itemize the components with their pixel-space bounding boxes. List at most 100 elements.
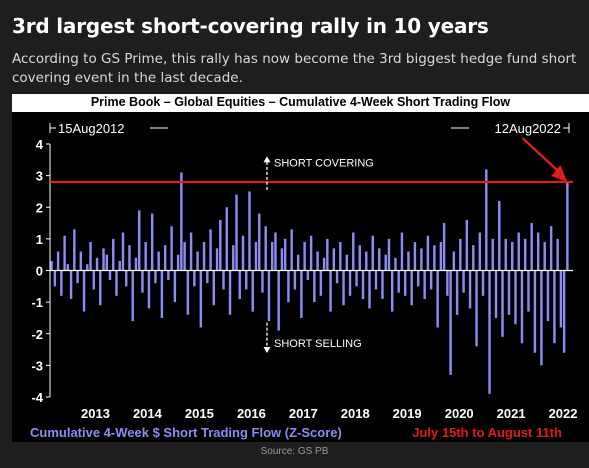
data-bar bbox=[517, 232, 520, 271]
data-bar bbox=[339, 242, 342, 271]
data-bar bbox=[481, 270, 485, 296]
data-bar bbox=[186, 270, 190, 315]
data-bar bbox=[309, 235, 313, 271]
data-bar bbox=[348, 270, 352, 296]
y-tick-label: 4 bbox=[36, 137, 44, 152]
data-bar bbox=[137, 210, 141, 271]
data-bar bbox=[219, 219, 222, 271]
data-bar bbox=[368, 270, 371, 309]
start-date-label: 15Aug2012 bbox=[58, 121, 125, 136]
data-bar bbox=[193, 270, 196, 287]
source-note: Source: GS PB bbox=[260, 446, 329, 457]
data-bar bbox=[283, 238, 287, 271]
y-tick-label: 0 bbox=[36, 264, 43, 279]
data-bar bbox=[546, 270, 550, 322]
data-bar bbox=[381, 270, 384, 299]
data-bar bbox=[144, 242, 147, 271]
data-bar bbox=[371, 235, 374, 271]
data-bar bbox=[300, 270, 303, 318]
data-bar bbox=[530, 223, 533, 271]
data-bar bbox=[403, 270, 407, 296]
data-bar bbox=[420, 248, 423, 271]
data-bar bbox=[199, 270, 203, 328]
data-bar bbox=[264, 226, 267, 271]
data-bar bbox=[433, 245, 436, 271]
data-bar bbox=[69, 270, 73, 299]
data-bar bbox=[150, 213, 154, 271]
data-bar bbox=[514, 270, 517, 325]
data-bar bbox=[520, 270, 524, 344]
data-bar bbox=[527, 270, 530, 312]
data-bar bbox=[79, 251, 83, 271]
data-bar bbox=[358, 245, 361, 271]
chart-plot: 4 3 2 1 0 -1 -2 -3 -4 15Aug2012 12Aug2022 SHORT COV… bbox=[30, 121, 577, 440]
legend-series-label: Cumulative 4-Week $ Short Trading Flow (… bbox=[30, 425, 342, 440]
data-bar bbox=[147, 270, 151, 309]
data-bar bbox=[413, 242, 417, 271]
data-bar bbox=[306, 270, 310, 280]
data-bar bbox=[287, 270, 290, 303]
data-bar bbox=[170, 226, 173, 271]
data-bar bbox=[274, 232, 277, 271]
data-bar bbox=[384, 254, 387, 271]
data-bar bbox=[374, 270, 378, 290]
data-bar bbox=[290, 229, 293, 271]
data-bar bbox=[485, 169, 488, 271]
data-bar bbox=[86, 264, 89, 271]
data-bar bbox=[322, 257, 326, 271]
data-bar bbox=[245, 270, 248, 290]
data-bar bbox=[196, 251, 199, 271]
data-bar bbox=[180, 172, 183, 271]
data-bar bbox=[154, 270, 157, 284]
data-bar bbox=[73, 229, 76, 271]
y-tick-label: 1 bbox=[36, 232, 43, 247]
data-bar bbox=[559, 270, 563, 328]
y-tick-label: -4 bbox=[31, 390, 43, 405]
data-bar bbox=[446, 270, 449, 296]
data-bar bbox=[167, 270, 170, 280]
data-bar bbox=[76, 270, 79, 284]
data-bar bbox=[99, 270, 102, 306]
data-bar bbox=[475, 270, 478, 347]
data-bar bbox=[183, 242, 186, 271]
data-bar bbox=[378, 248, 381, 271]
end-date-label: 12Aug2022 bbox=[494, 121, 561, 136]
data-bar bbox=[536, 232, 540, 271]
x-tick-label: 2014 bbox=[133, 406, 163, 421]
data-bar bbox=[562, 270, 566, 353]
data-bar bbox=[50, 261, 53, 271]
data-bar bbox=[488, 270, 491, 394]
data-bar bbox=[128, 245, 131, 271]
data-bar bbox=[173, 270, 177, 303]
chart-title-bar: Prime Book – Global Equities – Cumulativ… bbox=[12, 94, 589, 112]
data-bar bbox=[209, 229, 212, 271]
data-bar bbox=[225, 207, 228, 271]
chart-figure: Prime Book – Global Equities – Cumulativ… bbox=[12, 94, 589, 442]
data-bar bbox=[303, 242, 306, 271]
data-bar bbox=[112, 238, 115, 271]
data-bar bbox=[455, 270, 459, 315]
y-tick-label: -3 bbox=[31, 358, 43, 373]
data-bar bbox=[361, 270, 365, 299]
data-bar bbox=[235, 194, 238, 271]
data-bar bbox=[391, 270, 394, 312]
data-bar bbox=[423, 270, 426, 299]
data-bar bbox=[549, 226, 553, 271]
y-tick-label: 2 bbox=[36, 200, 43, 215]
data-bar bbox=[176, 254, 180, 271]
data-bar bbox=[439, 242, 443, 271]
y-tick-label: -1 bbox=[31, 295, 43, 310]
x-tick-label: 2021 bbox=[497, 406, 526, 421]
data-bar bbox=[108, 270, 112, 280]
data-bar bbox=[163, 245, 167, 271]
data-bar bbox=[92, 270, 95, 290]
data-bar bbox=[202, 242, 206, 271]
data-bar bbox=[241, 235, 245, 271]
data-bar bbox=[125, 270, 128, 287]
data-bar bbox=[449, 270, 452, 375]
data-bar bbox=[523, 238, 527, 271]
data-bar bbox=[258, 213, 261, 271]
data-bar bbox=[189, 232, 193, 271]
data-bar bbox=[66, 264, 70, 271]
data-bar bbox=[511, 242, 514, 271]
